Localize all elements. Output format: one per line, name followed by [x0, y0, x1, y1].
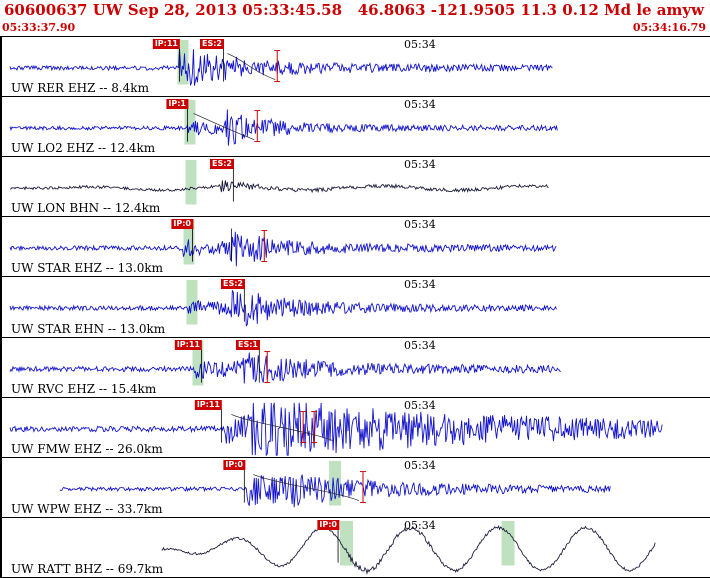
station-label: UW LO2 EHZ -- 12.4km [11, 141, 156, 156]
trace-row-wpw-ehz[interactable]: IP:0 05:34 UW WPW EHZ -- 33.7km [2, 456, 710, 517]
minute-label: 05:34 [404, 158, 436, 172]
trace-row-lon-bhn[interactable]: ES:2 05:34 UW LON BHN -- 12.4km [2, 156, 710, 217]
station-label: UW RVC EHZ -- 15.4km [11, 381, 157, 396]
station-label: UW RER EHZ -- 8.4km [11, 81, 149, 96]
station-label: UW LON BHN -- 12.4km [11, 201, 161, 216]
trace-row-ratt-bhz[interactable]: IP:0 05:34 UW RATT BHZ -- 69.7km [2, 516, 710, 577]
station-label: UW RATT BHZ -- 69.7km [11, 561, 164, 576]
station-label: UW WPW EHZ -- 33.7km [11, 501, 163, 516]
minute-label: 05:34 [404, 398, 436, 412]
minute-label: 05:34 [404, 38, 436, 51]
p-pick-label[interactable]: IP:11 [152, 39, 180, 49]
s-pick-label[interactable]: ES:2 [200, 39, 224, 49]
waveform-lon-bhn[interactable] [2, 157, 710, 216]
trace-area: IP:11 ES:2 05:34 UW RER EHZ -- 8.4km IP:… [0, 36, 710, 578]
minute-label: 05:34 [404, 218, 436, 232]
station-label: UW STAR EHN -- 13.0km [11, 321, 166, 336]
p-pick-label[interactable]: IP:11 [194, 399, 222, 410]
waveform-lo2-ehz[interactable] [2, 97, 710, 156]
trace-row-star-ehn[interactable]: ES:2 05:34 UW STAR EHN -- 13.0km [2, 276, 710, 337]
trace-row-fmw-ehz[interactable]: IP:11 05:34 UW FMW EHZ -- 26.0km [2, 396, 710, 457]
p-pick-label[interactable]: IP:1 [166, 99, 188, 110]
station-label: UW STAR EHZ -- 13.0km [11, 261, 164, 276]
station-label: UW FMW EHZ -- 26.0km [11, 441, 163, 456]
window-end-time: 05:34:16.79 [632, 21, 706, 34]
waveform-star-ehz[interactable] [2, 217, 710, 276]
trace-row-lo2-ehz[interactable]: IP:1 05:34 UW LO2 EHZ -- 12.4km [2, 96, 710, 157]
s-pick-label[interactable]: ES:2 [221, 279, 245, 290]
p-pick-label[interactable]: IP:0 [223, 459, 245, 470]
trace-row-rvc-ehz[interactable]: IP:11 ES:1 05:34 UW RVC EHZ -- 15.4km [2, 336, 710, 397]
waveform-rer-ehz[interactable] [2, 37, 710, 96]
minute-label: 05:34 [404, 278, 436, 292]
minute-label: 05:34 [404, 458, 436, 472]
minute-label: 05:34 [404, 98, 436, 112]
waveform-rvc-ehz[interactable] [2, 338, 710, 397]
window-start-time: 05:33:37.90 [2, 21, 76, 34]
p-pick-label[interactable]: IP:0 [171, 219, 193, 230]
waveform-star-ehn[interactable] [2, 277, 710, 336]
waveform-fmw-ehz[interactable] [2, 398, 710, 457]
waveform-ratt-bhz[interactable] [2, 518, 710, 577]
p-pick-label[interactable]: IP:0 [317, 519, 339, 530]
s-pick-label[interactable]: ES:2 [210, 159, 234, 170]
s-pick-label[interactable]: ES:1 [236, 339, 260, 350]
trace-row-star-ehz[interactable]: IP:0 05:34 UW STAR EHZ -- 13.0km [2, 216, 710, 277]
minute-label: 05:34 [404, 338, 436, 352]
waveform-wpw-ehz[interactable] [2, 458, 710, 517]
header: 60600637 UW Sep 28, 2013 05:33:45.58 46.… [0, 0, 710, 36]
trace-row-rer-ehz[interactable]: IP:11 ES:2 05:34 UW RER EHZ -- 8.4km [2, 36, 710, 97]
minute-label: 05:34 [404, 518, 436, 532]
event-summary: 60600637 UW Sep 28, 2013 05:33:45.58 46.… [4, 1, 710, 19]
p-pick-label[interactable]: IP:11 [174, 339, 202, 350]
